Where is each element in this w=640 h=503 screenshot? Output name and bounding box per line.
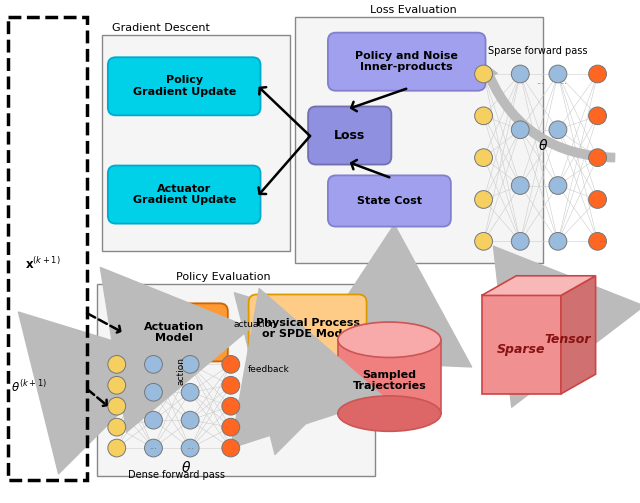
- Circle shape: [511, 65, 529, 83]
- Circle shape: [108, 376, 125, 394]
- Circle shape: [181, 383, 199, 401]
- Text: $\mathbf{x}^{(k+1)}$: $\mathbf{x}^{(k+1)}$: [24, 256, 60, 272]
- Text: ...: ...: [598, 235, 607, 244]
- Polygon shape: [561, 276, 596, 394]
- Circle shape: [222, 418, 240, 436]
- Circle shape: [589, 232, 607, 250]
- Bar: [8, 17, 87, 479]
- Circle shape: [108, 439, 125, 457]
- Text: ...: ...: [559, 77, 567, 86]
- Text: ...: ...: [150, 442, 157, 451]
- Polygon shape: [481, 295, 561, 394]
- Circle shape: [549, 177, 567, 194]
- Text: ...: ...: [186, 442, 194, 451]
- Circle shape: [475, 149, 493, 166]
- Circle shape: [108, 356, 125, 373]
- Text: $\theta$: $\theta$: [538, 138, 548, 153]
- Text: Policy Evaluation: Policy Evaluation: [176, 272, 271, 282]
- Circle shape: [589, 65, 607, 83]
- FancyBboxPatch shape: [328, 176, 451, 226]
- Circle shape: [181, 411, 199, 429]
- FancyBboxPatch shape: [108, 57, 260, 115]
- Text: action: action: [176, 357, 185, 385]
- Circle shape: [511, 177, 529, 194]
- FancyBboxPatch shape: [308, 107, 392, 164]
- Bar: [338, 340, 441, 413]
- Bar: [97, 284, 374, 476]
- Text: Gradient Descent: Gradient Descent: [112, 23, 210, 33]
- Circle shape: [222, 356, 240, 373]
- Circle shape: [511, 232, 529, 250]
- Ellipse shape: [338, 396, 441, 431]
- Text: Physical Process
or SPDE Model: Physical Process or SPDE Model: [255, 318, 360, 339]
- Text: Tensor: Tensor: [545, 333, 591, 346]
- Text: Sampled
Trajectories: Sampled Trajectories: [353, 370, 426, 391]
- Circle shape: [549, 65, 567, 83]
- Ellipse shape: [338, 322, 441, 358]
- Text: State Cost: State Cost: [357, 196, 422, 206]
- Polygon shape: [481, 276, 596, 295]
- Circle shape: [222, 397, 240, 415]
- Text: Policy and Noise
Inner-products: Policy and Noise Inner-products: [355, 51, 458, 72]
- Text: Loss Evaluation: Loss Evaluation: [369, 5, 456, 15]
- Circle shape: [145, 356, 163, 373]
- Text: feedback: feedback: [248, 365, 289, 374]
- Circle shape: [549, 232, 567, 250]
- Circle shape: [549, 121, 567, 139]
- Circle shape: [181, 439, 199, 457]
- Circle shape: [145, 411, 163, 429]
- Text: Actuator
Gradient Update: Actuator Gradient Update: [132, 184, 236, 205]
- Circle shape: [108, 397, 125, 415]
- Circle shape: [222, 376, 240, 394]
- FancyArrowPatch shape: [482, 64, 615, 162]
- Circle shape: [145, 439, 163, 457]
- FancyBboxPatch shape: [328, 33, 486, 91]
- Circle shape: [181, 356, 199, 373]
- Bar: [102, 35, 291, 251]
- Circle shape: [589, 191, 607, 208]
- Text: actuation: actuation: [234, 320, 276, 329]
- Circle shape: [589, 149, 607, 166]
- Circle shape: [108, 418, 125, 436]
- Circle shape: [475, 191, 493, 208]
- Text: Sparse forward pass: Sparse forward pass: [488, 46, 588, 56]
- Circle shape: [475, 107, 493, 125]
- Circle shape: [589, 107, 607, 125]
- FancyBboxPatch shape: [108, 165, 260, 224]
- FancyBboxPatch shape: [248, 294, 367, 362]
- Text: Sparse: Sparse: [497, 343, 545, 356]
- Text: Dense forward pass: Dense forward pass: [128, 470, 225, 480]
- Text: Actuation
Model: Actuation Model: [143, 321, 204, 343]
- Circle shape: [511, 121, 529, 139]
- FancyBboxPatch shape: [120, 303, 228, 362]
- Text: $\theta^{(k+1)}$: $\theta^{(k+1)}$: [11, 379, 47, 395]
- Text: $\theta$: $\theta$: [181, 460, 191, 475]
- Circle shape: [475, 65, 493, 83]
- Text: Loss: Loss: [334, 129, 365, 142]
- Text: Policy
Gradient Update: Policy Gradient Update: [132, 75, 236, 97]
- Bar: [295, 17, 543, 263]
- Text: ...: ...: [536, 77, 544, 86]
- Circle shape: [475, 232, 493, 250]
- Circle shape: [145, 383, 163, 401]
- Circle shape: [222, 439, 240, 457]
